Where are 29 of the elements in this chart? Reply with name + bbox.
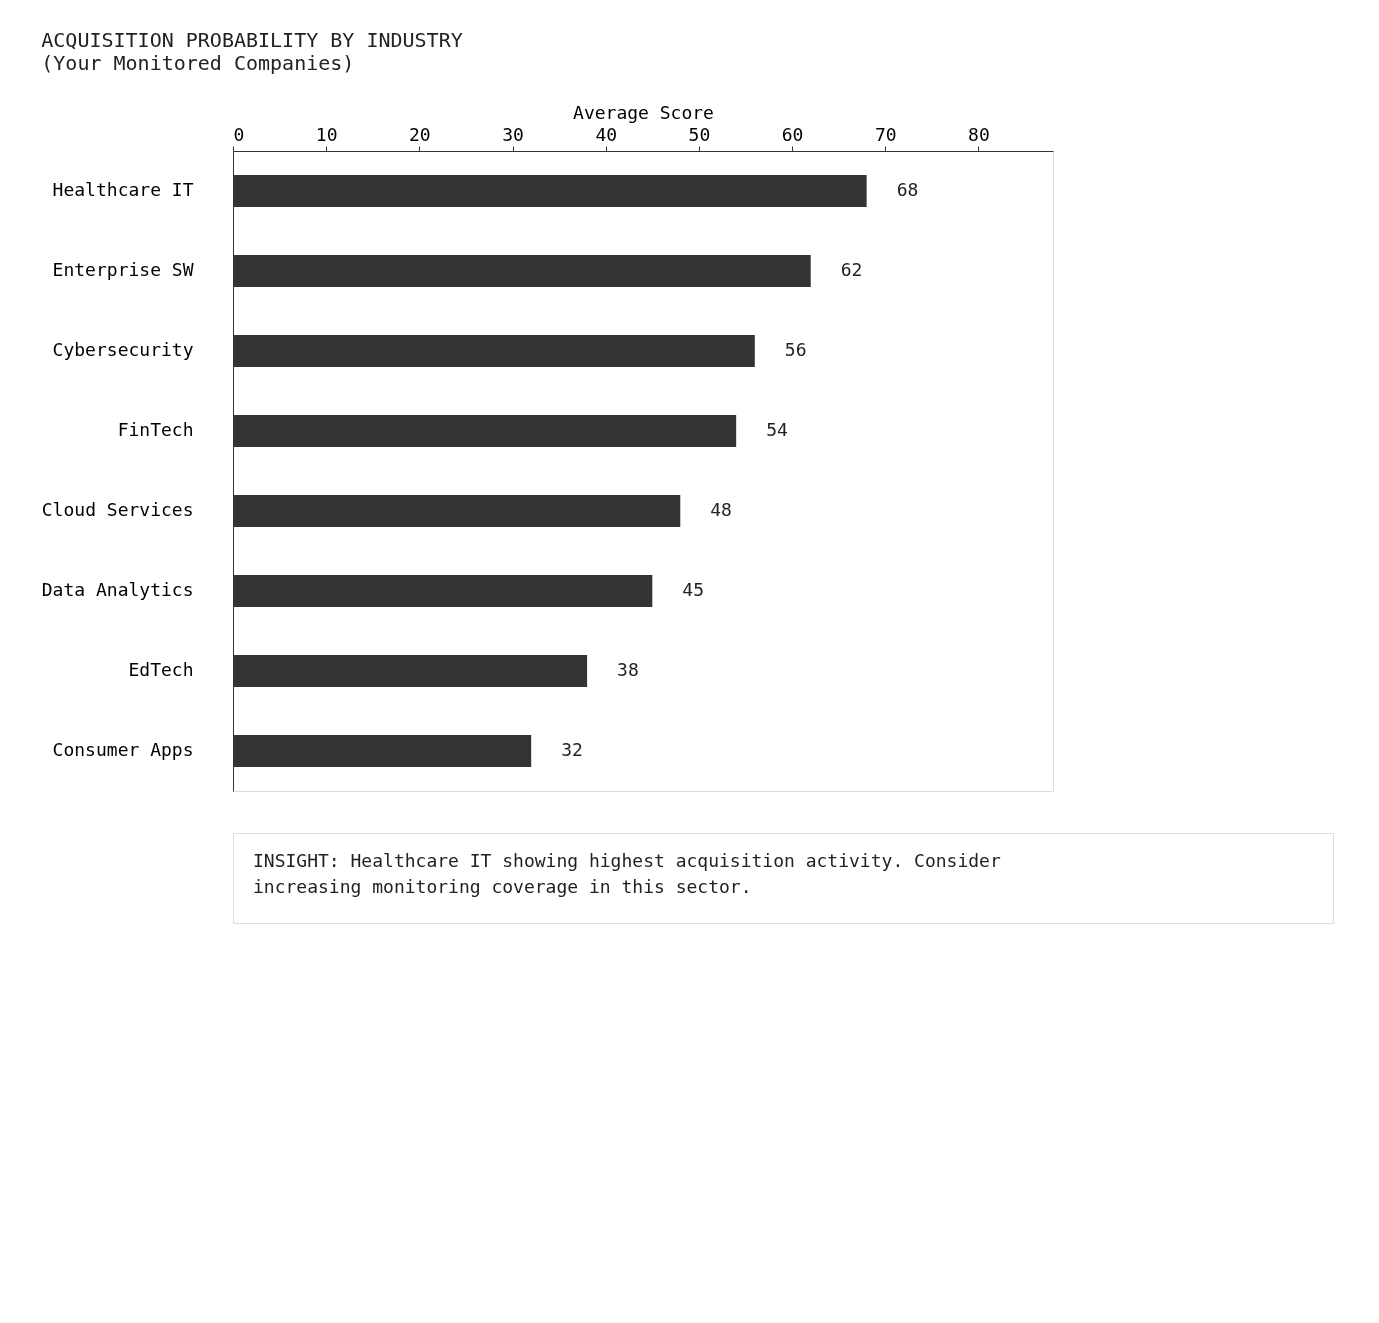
x-tick-label: 20	[409, 123, 431, 145]
y-tick-label: FinTech	[117, 419, 194, 440]
x-tick-label: 60	[781, 123, 804, 145]
y-tick-label: Cybersecurity	[52, 339, 194, 360]
data-label: 32	[561, 739, 583, 760]
y-tick-label: Healthcare IT	[52, 179, 194, 200]
data-label: 68	[896, 179, 919, 200]
data-label: 62	[840, 259, 863, 280]
y-tick-label: Consumer Apps	[52, 739, 194, 760]
y-tick-label: Data Analytics	[41, 579, 194, 600]
y-tick-label: Cloud Services	[41, 499, 194, 520]
chart-subtitle: (Your Monitored Companies)	[41, 51, 355, 75]
chart-title: ACQUISITION PROBABILITY BY INDUSTRY	[41, 28, 463, 52]
x-tick-label: 0	[233, 123, 245, 145]
x-tick-label: 40	[595, 123, 618, 145]
data-label: 45	[682, 579, 705, 600]
x-tick-label: 70	[874, 123, 897, 145]
data-label: 54	[766, 419, 788, 440]
x-tick-label: 30	[502, 123, 524, 145]
data-label: 48	[710, 499, 732, 520]
text: INSIGHT: Healthcare IT showing highest acquisition activity. Consider increasing monitoring coverage in this sector.	[253, 850, 1001, 897]
data-label: 56	[784, 339, 807, 360]
x-tick-label: 10	[315, 123, 338, 145]
data-label: 38	[617, 659, 639, 680]
y-tick-label: Enterprise SW	[52, 259, 194, 280]
x-axis-title: Average Score	[573, 101, 714, 123]
y-tick-label: EdTech	[128, 659, 194, 680]
x-tick-label: 80	[968, 123, 990, 145]
x-tick-label: 50	[688, 123, 711, 145]
